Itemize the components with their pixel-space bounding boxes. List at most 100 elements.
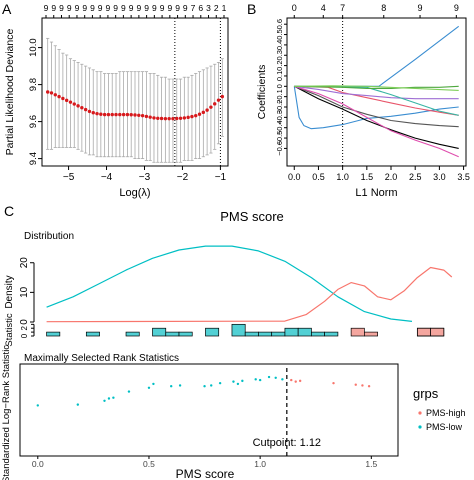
deviance-point — [57, 94, 61, 99]
x-tick-label: −5 — [63, 172, 75, 183]
y-tick-label: 0 — [20, 333, 29, 338]
deviance-point — [213, 102, 217, 106]
top-tick-label: 9 — [454, 3, 459, 13]
deviance-point — [194, 113, 198, 118]
y-tick-label: −0.6 — [275, 141, 284, 156]
top-tick-label: 9 — [167, 3, 172, 13]
deviance-point — [99, 112, 103, 116]
top-tick-label: 9 — [59, 3, 64, 13]
y-tick-label: 9.4 — [28, 152, 39, 165]
y-axis-label: Standardized Log−Rank Statistic — [1, 345, 12, 480]
x-tick-label: 1.0 — [336, 172, 349, 182]
coefficient-path-5 — [294, 85, 459, 116]
rank-point — [274, 376, 277, 379]
deviance-point — [121, 112, 126, 117]
x-tick-label: 0.5 — [312, 172, 325, 182]
panel-label-c: C — [4, 203, 14, 219]
histogram-bar — [205, 327, 220, 337]
rank-point — [232, 380, 235, 383]
y-tick-label: 0 — [19, 319, 30, 325]
histogram-bar — [258, 331, 273, 337]
x-tick-label: 0.0 — [32, 459, 44, 469]
legend-marker-pms-high — [418, 411, 422, 415]
cutpoint-label: Cutpoint: 1.12 — [253, 437, 322, 449]
histogram-bar — [430, 327, 445, 337]
deviance-point — [140, 113, 145, 118]
histogram-bar — [297, 327, 312, 337]
histogram-bar — [152, 327, 167, 337]
top-tick-label: 9 — [160, 3, 165, 13]
x-tick-label: 2.0 — [385, 172, 398, 182]
rank-point — [107, 397, 111, 400]
y-axis-label: Partial Likelihood Deviance — [4, 29, 16, 156]
deviance-point — [137, 113, 141, 118]
histogram-bar — [244, 331, 259, 337]
deviance-point — [64, 98, 69, 103]
deviance-point — [216, 98, 221, 102]
top-tick-label: 0 — [292, 3, 297, 13]
rank-point — [290, 378, 293, 382]
deviance-point — [118, 112, 122, 117]
deviance-point — [133, 113, 137, 117]
rank-point — [170, 385, 173, 388]
deviance-point — [80, 106, 84, 110]
rank-point — [210, 384, 213, 387]
coefficient-path-2 — [294, 85, 459, 149]
deviance-point — [197, 112, 202, 116]
y-tick-label: 0.3 — [275, 50, 284, 60]
rank-point — [361, 384, 364, 387]
legend-label-pms-high: PMS-high — [426, 408, 466, 418]
coefficient-path-8 — [294, 85, 459, 89]
x-axis-label: L1 Norm — [355, 187, 397, 199]
top-tick-label: 2 — [214, 3, 219, 13]
rank-point — [241, 379, 244, 383]
legend-label-pms-low: PMS-low — [426, 422, 463, 432]
y-tick-label: 0.1 — [275, 71, 284, 81]
histogram-bar — [231, 323, 246, 337]
y-tick-label: 10.0 — [28, 38, 39, 57]
rank-point — [103, 399, 106, 402]
histogram-bar — [324, 331, 339, 337]
legend-marker-pms-low — [418, 425, 422, 429]
deviance-point — [152, 116, 156, 120]
deviance-point — [190, 114, 194, 119]
x-tick-label: 3.0 — [433, 172, 446, 182]
x-axis-label: Log(λ) — [119, 187, 150, 199]
coefficient-path-1 — [294, 25, 460, 87]
deviance-point — [91, 111, 95, 115]
rank-point — [354, 383, 357, 386]
top-tick-label: 9 — [51, 3, 56, 13]
histogram-bar — [125, 331, 140, 337]
coefficient-path-7 — [294, 85, 459, 116]
legend-title: grps — [413, 386, 439, 401]
panel-c-title: PMS score — [220, 209, 284, 224]
deviance-point — [110, 112, 114, 117]
deviance-point — [209, 105, 213, 109]
panel-c-rank-statistic-plot: Maximally Selected Rank Statistics Cutpo… — [1, 345, 466, 480]
top-tick-label: 9 — [121, 3, 126, 13]
deviance-point — [186, 115, 190, 120]
deviance-point — [72, 102, 76, 106]
coefficient-path-0 — [293, 86, 459, 130]
rank-point — [236, 382, 240, 386]
panel-a-cv-deviance-plot: −5 −4 −3 −2 −19.49.69.810.09 9 9 9 9 9 9 9 9 9 9 9 9 9 9 9 9… — [4, 3, 229, 199]
rank-point — [127, 390, 131, 393]
top-tick-label: 9 — [137, 3, 142, 13]
deviance-point — [106, 112, 111, 117]
x-axis-label: PMS score — [176, 467, 235, 480]
top-tick-label: 9 — [152, 3, 157, 13]
top-tick-label: 9 — [98, 3, 103, 13]
deviance-point — [182, 116, 187, 120]
top-tick-label: 9 — [183, 3, 188, 13]
top-tick-label: 1 — [222, 3, 227, 13]
deviance-point — [159, 116, 164, 121]
y-axis-label: Coefficients — [256, 65, 268, 120]
y-tick-label: 0.2 — [275, 60, 284, 70]
rank-point — [332, 381, 335, 385]
y-tick-label: 0.5 — [275, 29, 284, 39]
top-tick-label: 9 — [144, 3, 149, 13]
x-tick-label: 3.5 — [457, 172, 470, 182]
y-tick-label: 10 — [19, 286, 30, 298]
top-tick-label: 9 — [75, 3, 80, 13]
